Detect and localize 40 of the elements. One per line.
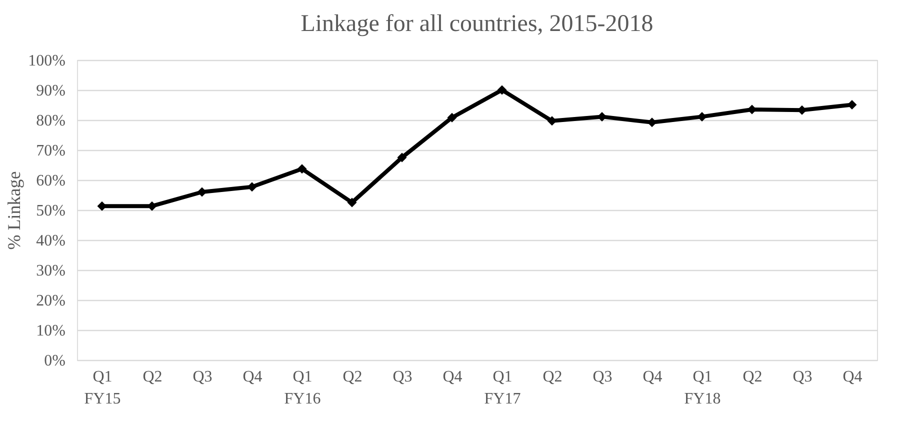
x-tick-label: Q4 <box>442 368 462 386</box>
x-tick-label: Q1 FY17 <box>484 368 521 408</box>
y-tick-label: 80% <box>36 112 66 130</box>
y-tick-label: 100% <box>28 52 66 70</box>
x-tick-label: Q1 FY18 <box>684 368 721 408</box>
x-tick-label: Q3 <box>392 368 412 386</box>
y-tick-label: 90% <box>36 82 66 100</box>
x-tick-label: Q3 <box>592 368 612 386</box>
x-tick-label: Q4 <box>242 368 262 386</box>
point <box>497 85 507 95</box>
y-tick-label: 50% <box>36 202 66 220</box>
point <box>697 112 707 122</box>
x-tick-label: Q2 <box>542 368 562 386</box>
point <box>197 187 207 197</box>
x-tick-label: Q1 FY16 <box>284 368 321 408</box>
point <box>297 164 307 174</box>
x-tick-label: Q1 FY15 <box>84 368 121 408</box>
point <box>247 182 257 192</box>
x-tick-label: Q3 <box>792 368 812 386</box>
y-tick-label: 0% <box>44 352 66 370</box>
y-tick-label: 70% <box>36 142 66 160</box>
y-tick-label: 60% <box>36 172 66 190</box>
y-tick-label: 40% <box>36 232 66 250</box>
point <box>647 118 657 128</box>
x-tick-label: Q2 <box>342 368 362 386</box>
point <box>847 100 857 110</box>
x-tick-label: Q4 <box>842 368 862 386</box>
point <box>347 198 357 208</box>
x-tick-label: Q2 <box>742 368 762 386</box>
y-tick-label: 10% <box>36 322 66 340</box>
x-tick-label: Q4 <box>642 368 662 386</box>
x-tick-label: Q3 <box>192 368 212 386</box>
point <box>547 116 557 126</box>
y-tick-label: 30% <box>36 262 66 280</box>
chart-title: Linkage for all countries, 2015-2018 <box>300 11 654 37</box>
y-axis-title: % Linkage <box>4 171 24 250</box>
y-tick-label: 20% <box>36 292 66 310</box>
point <box>447 112 457 122</box>
point <box>397 152 407 162</box>
x-tick-label: Q2 <box>142 368 162 386</box>
